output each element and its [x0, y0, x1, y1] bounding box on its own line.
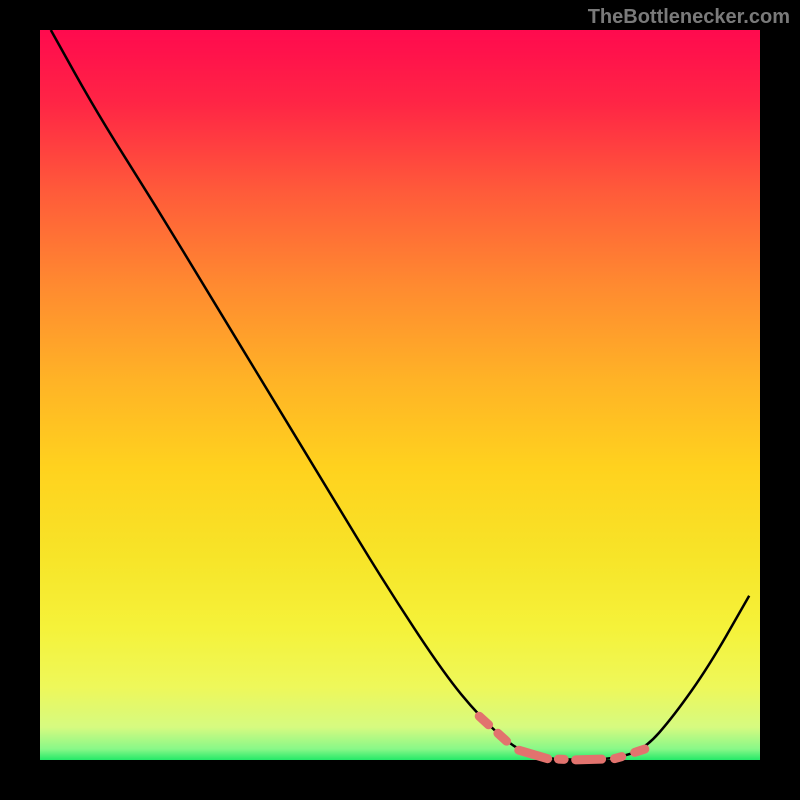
bottleneck-chart: TheBottlenecker.com — [0, 0, 800, 800]
chart-svg — [0, 0, 800, 800]
watermark-text: TheBottlenecker.com — [588, 6, 790, 29]
